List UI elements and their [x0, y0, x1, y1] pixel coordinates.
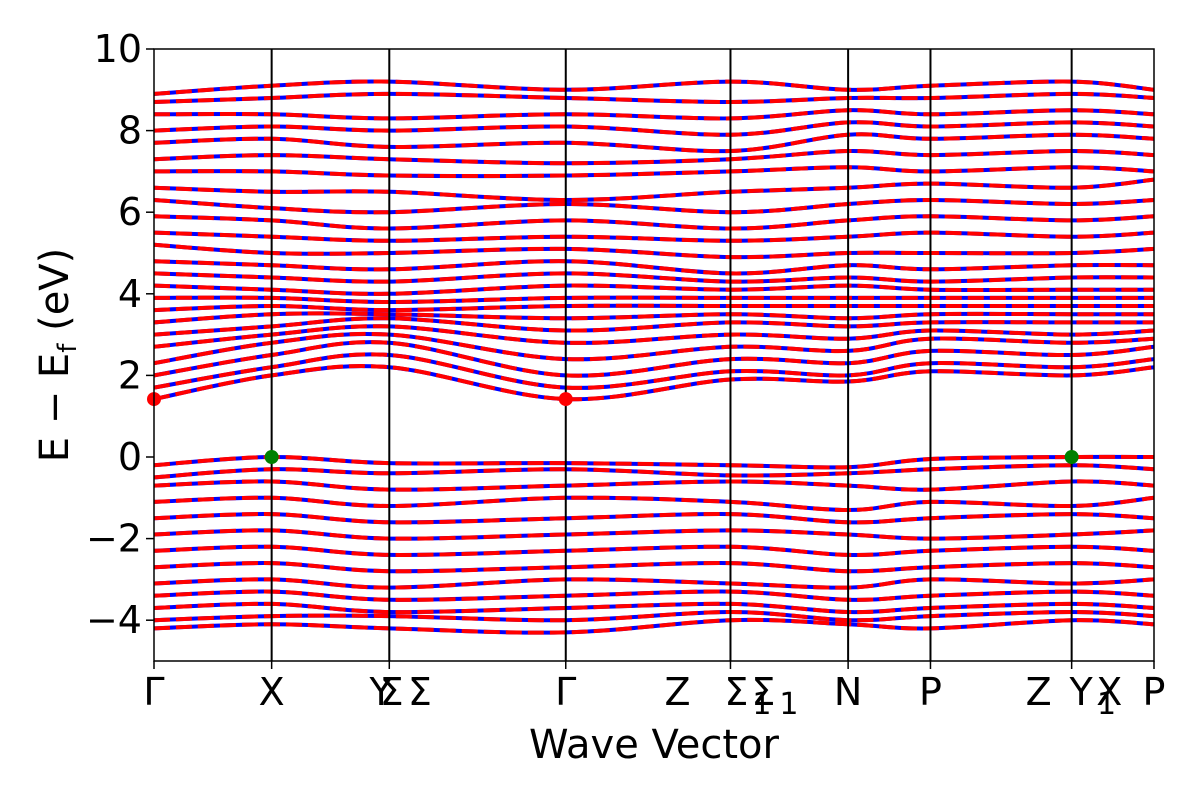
band-14-spin-down [154, 352, 1154, 390]
band-12-spin-down [154, 617, 1154, 635]
x-tick-label-0: Γ [143, 670, 164, 714]
band-10-spin-down [154, 601, 1154, 615]
band-18-spin-down [154, 316, 1154, 337]
band-13-spin-down [154, 364, 1154, 402]
y-tick-label-2: 0 [118, 435, 142, 479]
x-tick-subscript-2: 1 [1097, 687, 1116, 722]
band-17-spin-up [154, 324, 1154, 349]
plot-frame [153, 48, 1155, 662]
x-tick-label-11: Z [1026, 670, 1052, 714]
band-29-spin-up [154, 177, 1154, 203]
y-axis-label-main: E − E [32, 353, 78, 463]
vbm-marker-1 [1064, 450, 1079, 464]
x-axis-label: Wave Vector [529, 722, 780, 768]
band-32-spin-down [154, 132, 1154, 154]
band-7-spin-down [154, 561, 1154, 574]
x-tick-label-6: Z [665, 670, 691, 714]
band-31-spin-down [154, 148, 1154, 166]
x-tick-label-1: X [259, 670, 285, 714]
band-19-spin-down [154, 311, 1154, 325]
x-tick-label-13: X [1096, 670, 1122, 714]
y-tick-label-6: 8 [118, 109, 142, 153]
band-33-spin-down [154, 120, 1154, 137]
band-12-spin-up [154, 617, 1154, 635]
band-8-spin-down [154, 577, 1154, 590]
band-11-spin-down [154, 609, 1154, 623]
y-axis-label-unit: (eV) [32, 248, 78, 344]
x-tick-label-12: Y [1068, 670, 1093, 714]
x-tick-label-9: N [834, 670, 862, 714]
x-tick-label-14: P [1143, 670, 1166, 714]
band-34-spin-down [154, 108, 1154, 121]
y-axis-ticks: −4 −2 0 2 4 6 8 10 [86, 27, 154, 642]
band-17-spin-down [154, 324, 1154, 349]
band-24-spin-down [154, 259, 1154, 276]
cbm-marker-1 [558, 392, 573, 407]
x-tick-subscript-0: 1 [752, 687, 771, 722]
band-20-spin-down [154, 303, 1154, 313]
band-3-spin-down [154, 495, 1154, 513]
y-tick-label-0: −4 [86, 598, 142, 642]
band-36-spin-down [154, 79, 1154, 96]
band-30-spin-down [154, 165, 1154, 179]
band-1-spin-down [154, 463, 1154, 480]
band-0-spin-down [154, 454, 1154, 470]
bands-layer [154, 79, 1154, 635]
y-tick-label-4: 4 [118, 272, 142, 316]
band-5-spin-down [154, 528, 1154, 541]
x-tick-label-2: Y [368, 670, 393, 714]
y-tick-label-3: 2 [118, 353, 142, 397]
band-22-spin-down [154, 283, 1154, 296]
vbm-marker-0 [264, 450, 279, 464]
x-tick-subscript-1: 1 [779, 687, 798, 722]
x-tick-label-8: Σ [751, 670, 775, 714]
band-28-spin-down [154, 197, 1154, 215]
band-15-spin-down [154, 340, 1154, 378]
band-2-spin-down [154, 479, 1154, 492]
band-25-spin-up [154, 242, 1154, 260]
band-21-spin-down [154, 295, 1154, 305]
x-tick-label-10: P [919, 670, 942, 714]
y-tick-label-1: −2 [86, 517, 142, 561]
band-9-spin-down [154, 589, 1154, 602]
y-axis-label: E − Ef (eV) [32, 248, 83, 463]
band-32-spin-up [154, 132, 1154, 154]
x-tick-label-4: Σ [408, 670, 432, 714]
band-4-spin-down [154, 512, 1154, 525]
band-35-spin-down [154, 91, 1154, 105]
band-29-spin-down [154, 177, 1154, 203]
high-symmetry-lines [270, 49, 1073, 661]
band-23-spin-down [154, 271, 1154, 284]
x-tick-label-7: Σ [724, 670, 748, 714]
x-tick-label-5: Γ [555, 670, 576, 714]
x-axis-ticks: Γ X YΣ Σ Γ Z Σ Σ N P Z Y X P1 1 1 [143, 661, 1165, 722]
y-tick-label-7: 10 [94, 27, 142, 71]
y-tick-label-5: 6 [118, 190, 142, 234]
x-tick-label-3: Σ [380, 670, 404, 714]
band-25-spin-down [154, 242, 1154, 260]
band-16-spin-down [154, 331, 1154, 366]
band-26-spin-down [154, 230, 1154, 243]
band-edge-markers [147, 392, 1079, 464]
band-6-spin-down [154, 544, 1154, 557]
band-27-spin-down [154, 214, 1154, 231]
y-axis-label-sub: f [53, 343, 83, 353]
